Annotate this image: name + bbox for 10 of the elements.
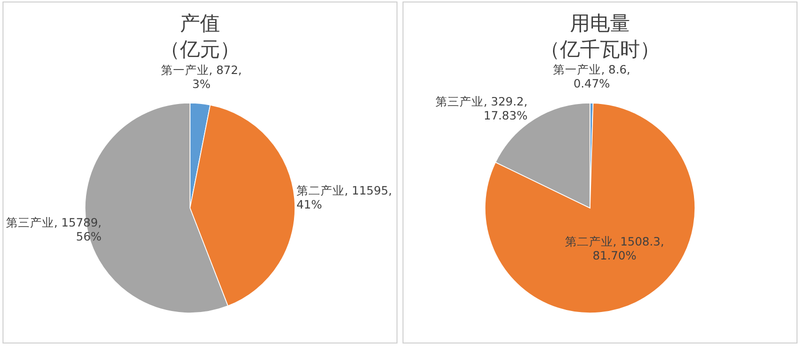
slice-label: 第二产业, 1508.3, 81.70% xyxy=(564,234,664,262)
slice-label: 第三产业, 15789, 56% xyxy=(6,216,102,244)
chart-title: 产值 xyxy=(180,11,220,35)
slice-label: 第一产业, 872, 3% xyxy=(160,62,242,91)
chart-title: 用电量 xyxy=(570,11,630,35)
chart-subtitle: （亿千瓦时） xyxy=(540,37,660,61)
slice-label: 第二产业, 11595, 41% xyxy=(296,184,392,212)
chart-subtitle: （亿元） xyxy=(160,37,240,61)
slice-label: 第一产业, 8.6, 0.47% xyxy=(553,62,630,90)
slice-label: 第三产业, 329.2, 17.83% xyxy=(436,94,528,122)
